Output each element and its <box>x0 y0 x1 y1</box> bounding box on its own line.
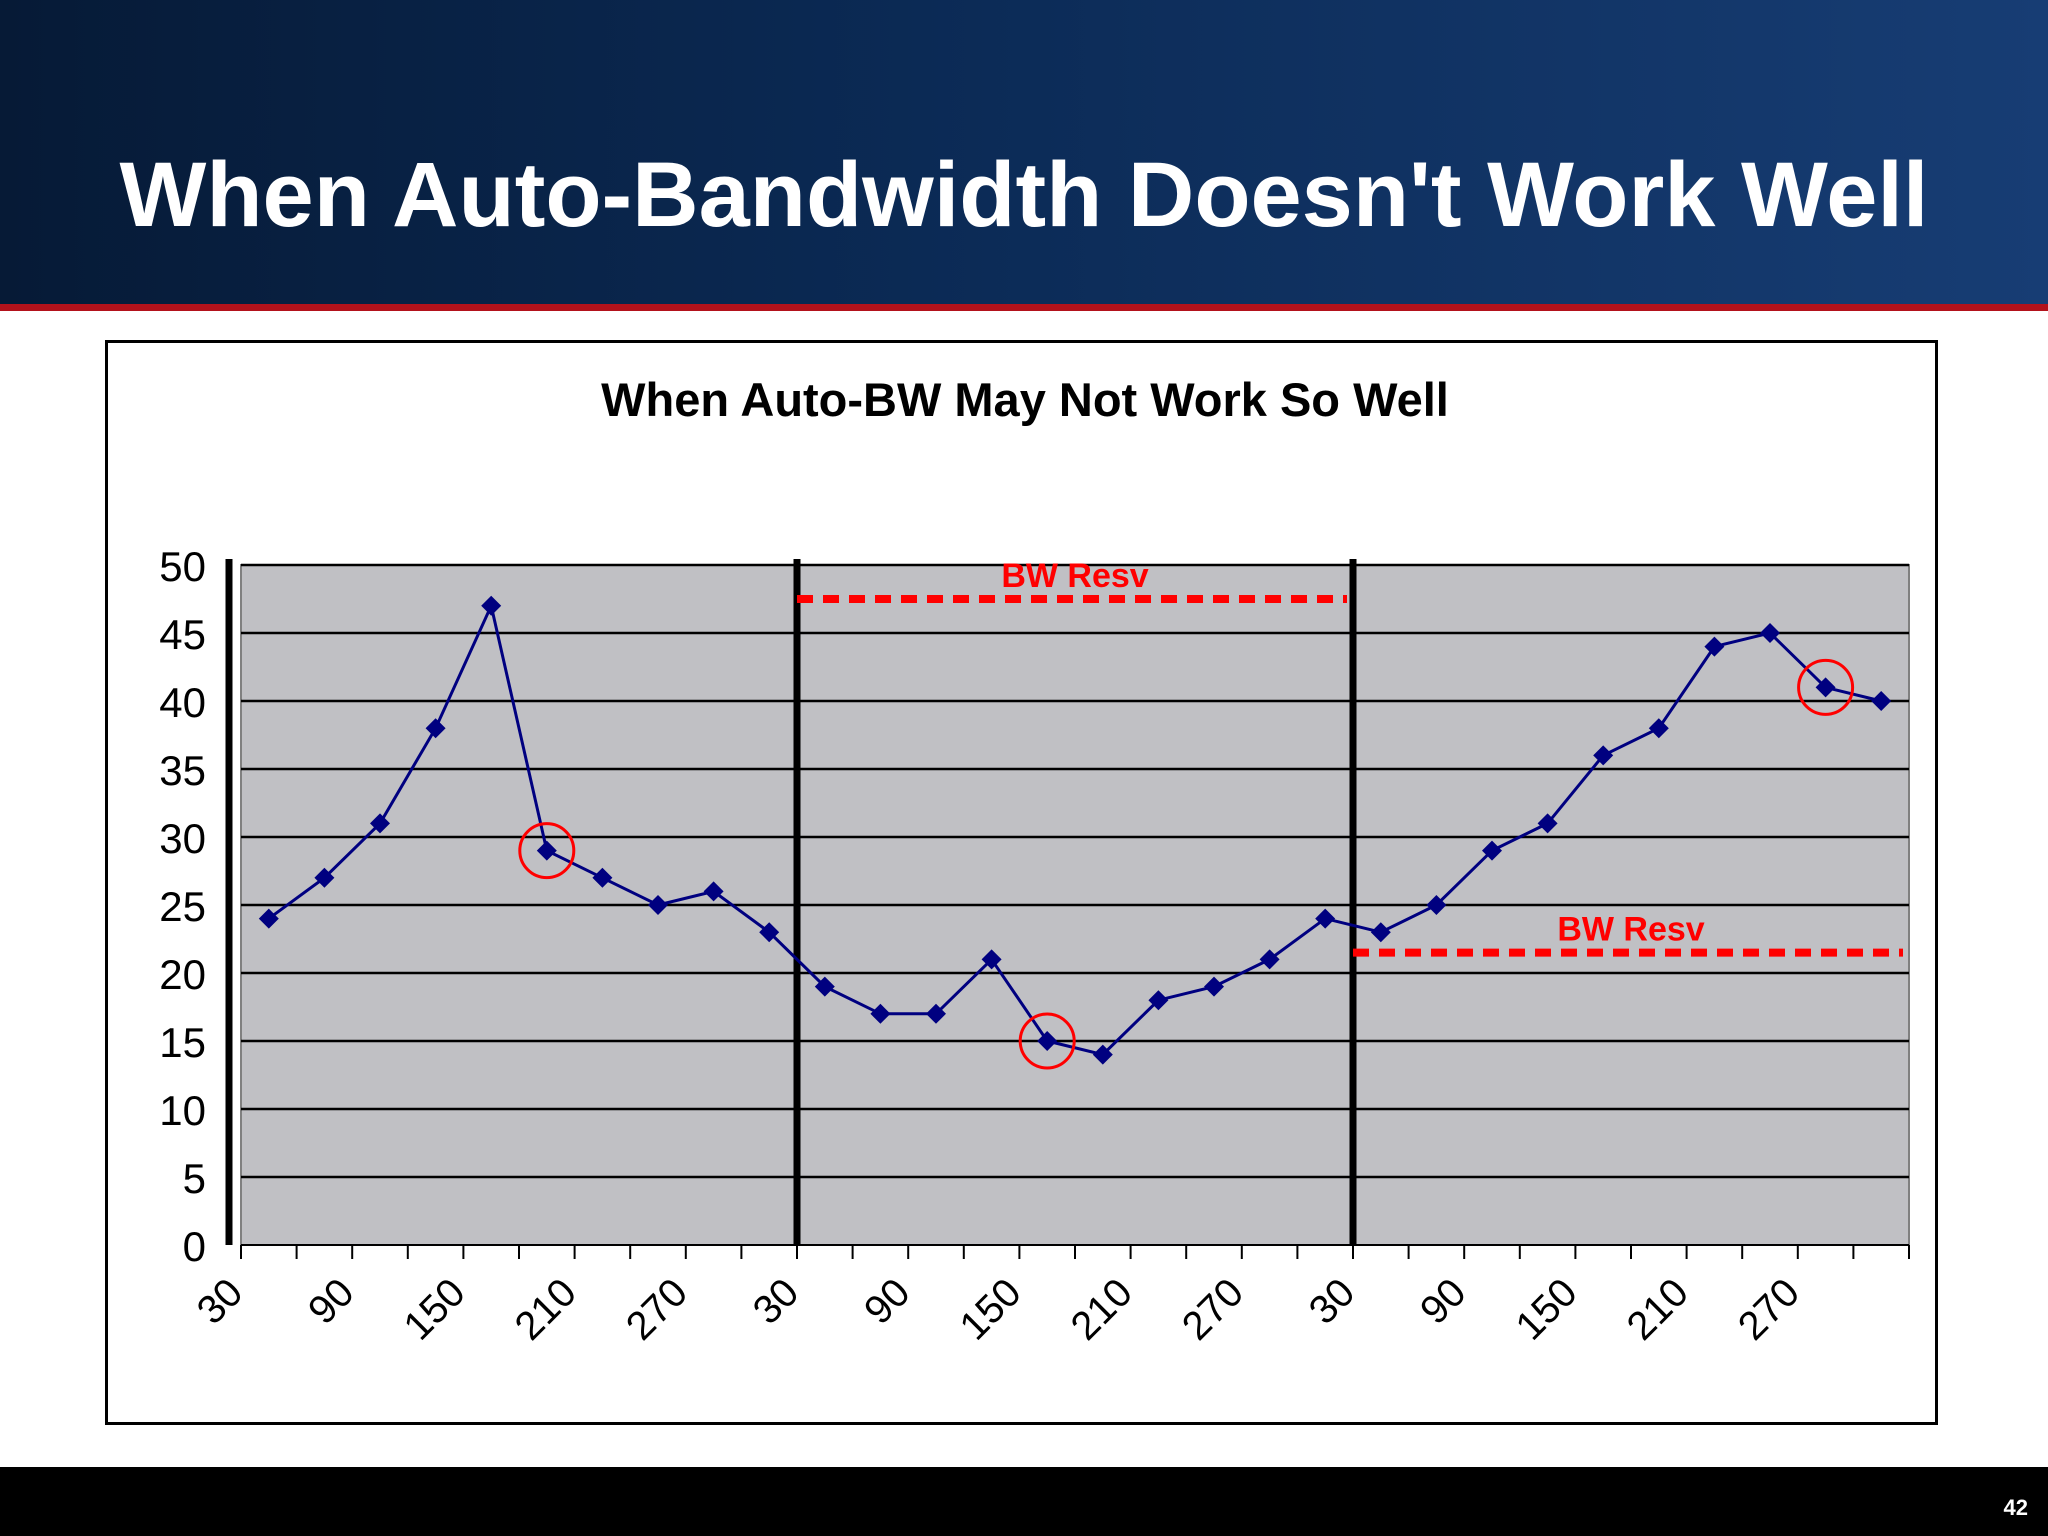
data-point <box>314 867 335 888</box>
data-point <box>1426 895 1447 915</box>
data-point <box>1482 840 1502 861</box>
x-tick-label: 150 <box>951 1270 1029 1348</box>
y-tick-label: 15 <box>159 1019 206 1066</box>
y-tick-label: 0 <box>183 1223 206 1270</box>
data-point <box>814 976 835 997</box>
data-point <box>1315 908 1336 929</box>
x-tick-label: 210 <box>1619 1270 1697 1348</box>
page-number: 42 <box>2003 1495 2028 1520</box>
data-point <box>592 867 613 888</box>
data-point <box>1815 677 1836 698</box>
x-tick-label: 270 <box>618 1270 696 1348</box>
data-point <box>1871 691 1892 711</box>
y-tick-label: 50 <box>159 543 206 590</box>
x-tick-label: 270 <box>1730 1270 1808 1348</box>
data-point <box>1259 949 1280 970</box>
x-tick-label: 150 <box>1507 1270 1585 1348</box>
data-point <box>1537 813 1558 834</box>
data-point <box>258 908 279 929</box>
slide-title: When Auto-Bandwidth Doesn't Work Well <box>119 144 1929 246</box>
data-point <box>870 1003 891 1024</box>
x-tick-label: 150 <box>395 1270 473 1348</box>
slide-header <box>0 0 2048 306</box>
x-tick-label: 90 <box>300 1270 363 1333</box>
y-tick-label: 30 <box>159 815 206 862</box>
y-tick-label: 25 <box>159 883 206 930</box>
x-tick-label: 270 <box>1174 1270 1252 1348</box>
x-tick-label: 90 <box>856 1270 919 1333</box>
data-point <box>425 718 446 739</box>
data-point <box>703 881 724 902</box>
data-point <box>1648 718 1669 739</box>
y-tick-label: 45 <box>159 611 206 658</box>
y-tick-label: 5 <box>183 1155 206 1202</box>
y-tick-label: 40 <box>159 679 206 726</box>
chart-frame: 0 5 10 15 20 25 30 35 40 45 50 30 90 150 210 270 30 90 150… <box>105 340 1938 1425</box>
data-point <box>1760 623 1780 643</box>
data-point <box>1037 1031 1058 1051</box>
y-tick-label: 35 <box>159 747 206 794</box>
data-point <box>648 895 668 915</box>
highlight-circle <box>1018 1012 1076 1070</box>
chart-title: When Auto-BW May Not Work So Well <box>601 373 1449 426</box>
x-tick-label: 30 <box>1301 1270 1364 1333</box>
series-line <box>267 601 1882 1057</box>
bw-resv-label: BW Resv <box>1001 557 1148 595</box>
data-point <box>1593 745 1614 766</box>
x-tick-label: 30 <box>189 1270 252 1333</box>
data-point <box>536 840 557 861</box>
data-point <box>1092 1044 1113 1065</box>
highlight-circle <box>1797 658 1855 716</box>
bw-resv-label: BW Resv <box>1557 911 1704 949</box>
y-tick-label: 10 <box>159 1087 206 1134</box>
data-point <box>370 813 390 834</box>
slide-footer: 42 <box>0 1467 2048 1536</box>
data-point <box>1370 922 1391 943</box>
line-chart: 0 5 10 15 20 25 30 35 40 45 50 30 90 150 210 270 30 90 150… <box>159 373 1910 1349</box>
x-tick-label: 90 <box>1412 1270 1475 1333</box>
data-point <box>759 922 780 943</box>
y-tick-label: 20 <box>159 951 206 998</box>
data-point <box>1704 636 1725 657</box>
x-tick-label: 30 <box>745 1270 808 1333</box>
data-point <box>1204 976 1224 997</box>
highlight-circle <box>518 822 576 880</box>
header-accent-rule <box>0 304 2048 311</box>
x-tick-label: 210 <box>1063 1270 1141 1348</box>
data-point <box>926 1003 946 1024</box>
data-point <box>981 949 1002 970</box>
data-point <box>481 595 502 616</box>
data-point <box>1148 990 1169 1011</box>
x-tick-label: 210 <box>507 1270 585 1348</box>
